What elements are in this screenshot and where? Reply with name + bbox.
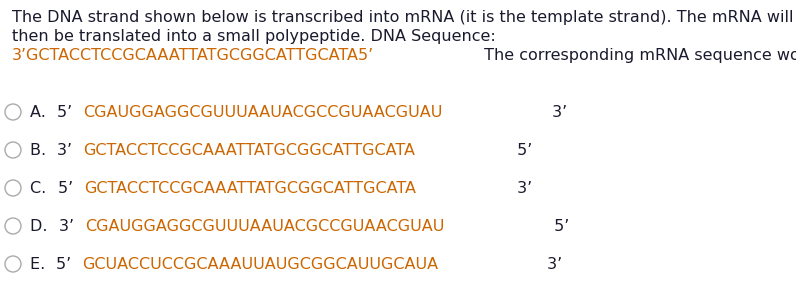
Text: CGAUGGAGGCGUUUAAUACGCCGUAACGUAU: CGAUGGAGGCGUUUAAUACGCCGUAACGUAU: [85, 219, 444, 234]
Text: 5’: 5’: [57, 181, 78, 196]
Text: The corresponding mRNA sequence would be:: The corresponding mRNA sequence would be…: [479, 48, 796, 63]
Text: 5’: 5’: [549, 219, 569, 234]
Text: then be translated into a small polypeptide. DNA Sequence:: then be translated into a small polypept…: [12, 29, 496, 44]
Text: 5’: 5’: [57, 105, 77, 120]
Text: 3’: 3’: [512, 181, 533, 196]
Text: 3’: 3’: [57, 143, 77, 158]
Text: C.: C.: [30, 181, 52, 196]
Text: 3’: 3’: [547, 105, 567, 120]
Text: GCTACCTCCGCAAATTATGCGGCATTGCATA: GCTACCTCCGCAAATTATGCGGCATTGCATA: [84, 143, 416, 158]
Text: GCTACCTCCGCAAATTATGCGGCATTGCATA: GCTACCTCCGCAAATTATGCGGCATTGCATA: [84, 181, 416, 196]
Text: 3’: 3’: [542, 257, 562, 272]
Text: 5’: 5’: [512, 143, 532, 158]
Text: B.: B.: [30, 143, 51, 158]
Text: CGAUGGAGGCGUUUAAUACGCCGUAACGUAU: CGAUGGAGGCGUUUAAUACGCCGUAACGUAU: [84, 105, 443, 120]
Text: A.: A.: [30, 105, 51, 120]
Text: GCUACCUCCGCAAAUUAUGCGGCAUUGCAUA: GCUACCUCCGCAAAUUAUGCGGCAUUGCAUA: [83, 257, 439, 272]
Text: E.: E.: [30, 257, 50, 272]
Text: The DNA strand shown below is transcribed into mRNA (it is the template strand).: The DNA strand shown below is transcribe…: [12, 10, 794, 25]
Text: D.: D.: [30, 219, 53, 234]
Text: 3’: 3’: [59, 219, 80, 234]
Text: 5’: 5’: [57, 257, 76, 272]
Text: 3’GCTACCTCCGCAAATTATGCGGCATTGCATA5’: 3’GCTACCTCCGCAAATTATGCGGCATTGCATA5’: [12, 48, 374, 63]
